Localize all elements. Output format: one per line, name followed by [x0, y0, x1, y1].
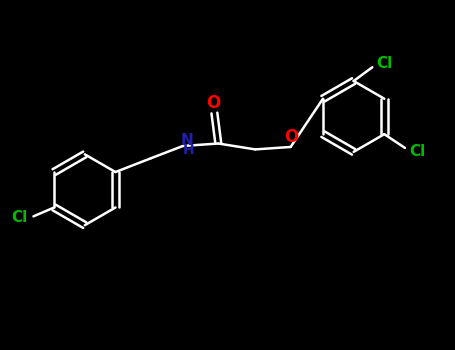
Text: N: N — [181, 133, 193, 148]
Text: O: O — [284, 128, 299, 146]
Text: Cl: Cl — [11, 210, 28, 225]
Text: Cl: Cl — [377, 56, 393, 71]
Text: O: O — [206, 94, 221, 112]
Text: H: H — [183, 143, 195, 157]
Text: Cl: Cl — [409, 144, 425, 159]
